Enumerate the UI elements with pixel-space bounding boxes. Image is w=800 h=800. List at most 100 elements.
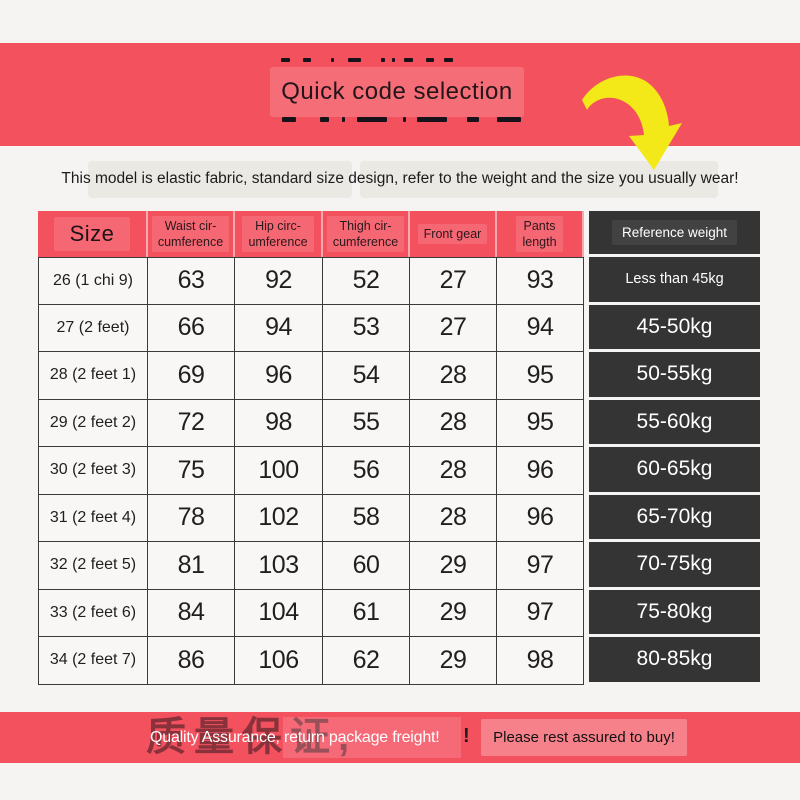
stroke-mark [403,117,406,122]
size-label-cell: 32 (2 feet 5) [38,542,148,590]
weight-cell: 80-85kg [584,637,760,685]
stroke-mark [392,58,395,62]
footer-message: Quality Assurance, return package freigh… [150,729,440,746]
footer-banner: 质量保证, Quality Assurance, return package … [0,712,800,763]
measure-cell: 96 [497,447,584,495]
measure-cell: 54 [323,352,410,400]
header-label: Reference weight [611,219,738,246]
stroke-mark [303,58,311,62]
weight-cell: 55-60kg [584,399,760,447]
stroke-mark [342,117,345,122]
measure-cell: 58 [323,494,410,542]
measure-cell: 100 [235,447,323,495]
page-title: Quick code selection [281,78,513,105]
header-label: Thigh cir- cumference [326,215,405,253]
stroke-mark [320,117,329,122]
measure-cell: 96 [497,494,584,542]
measure-cell: 81 [148,542,235,590]
note-highlight-box [360,161,718,198]
stroke-mark [426,58,434,62]
measure-cell: 102 [235,494,323,542]
measure-cell: 97 [497,542,584,590]
stroke-mark [381,58,385,62]
size-label-cell: 30 (2 feet 3) [38,447,148,495]
measure-cell: 27 [410,257,497,305]
measure-cell: 62 [323,637,410,685]
stroke-mark [444,58,453,62]
measure-cell: 96 [235,352,323,400]
measure-cell: 28 [410,352,497,400]
measure-cell: 103 [235,542,323,590]
note-highlight-box [88,161,352,198]
measure-cell: 69 [148,352,235,400]
header-col-0: Size [38,211,148,257]
stroke-mark [281,58,290,62]
measure-cell: 27 [410,304,497,352]
stroke-mark [331,58,334,62]
title-banner: Quick code selection [0,43,800,146]
measure-cell: 29 [410,542,497,590]
measure-cell: 94 [235,304,323,352]
measure-cell: 86 [148,637,235,685]
cn-text-remnant: 质量保证, [146,715,358,759]
measure-cell: 28 [410,399,497,447]
size-label-cell: 26 (1 chi 9) [38,257,148,305]
weight-cell: Less than 45kg [584,257,760,305]
header-col-3: Thigh cir- cumference [323,211,410,257]
header-col-5: Pants length [497,211,584,257]
measure-cell: 97 [497,589,584,637]
weight-cell: 65-70kg [584,494,760,542]
measure-cell: 98 [235,399,323,447]
measure-cell: 29 [410,589,497,637]
size-label-cell: 28 (2 feet 1) [38,352,148,400]
stroke-mark [467,117,479,122]
header-label: Waist cir- cumference [151,215,230,253]
header-label: Hip circ- umference [242,215,314,253]
title-highlight-box: Quick code selection [270,67,524,117]
weight-cell: 70-75kg [584,542,760,590]
curved-arrow-icon [582,75,682,170]
stroke-mark [348,58,361,62]
stroke-mark [404,58,413,62]
measure-cell: 29 [410,637,497,685]
measure-cell: 52 [323,257,410,305]
size-label-cell: 33 (2 feet 6) [38,589,148,637]
assurance-text: Please rest assured to buy! [493,729,675,746]
measure-cell: 92 [235,257,323,305]
measure-cell: 28 [410,447,497,495]
measure-cell: 94 [497,304,584,352]
measure-cell: 78 [148,494,235,542]
assurance-box: Please rest assured to buy! [481,719,687,756]
measure-cell: 60 [323,542,410,590]
measure-cell: 95 [497,352,584,400]
header-label: Front gear [417,223,488,245]
measure-cell: 53 [323,304,410,352]
header-col-4: Front gear [410,211,497,257]
measure-cell: 66 [148,304,235,352]
measure-cell: 55 [323,399,410,447]
measure-cell: 106 [235,637,323,685]
weight-cell: 75-80kg [584,589,760,637]
measure-cell: 56 [323,447,410,495]
size-table: Size Waist cir- cumference Hip circ- umfer… [38,211,760,685]
size-label-cell: 31 (2 feet 4) [38,494,148,542]
weight-cell: 60-65kg [584,447,760,495]
stroke-mark [282,117,296,122]
exclamation-mark: ! [463,725,470,747]
measure-cell: 95 [497,399,584,447]
header-label: Size [53,216,131,252]
weight-cell: 45-50kg [584,304,760,352]
size-label-cell: 27 (2 feet) [38,304,148,352]
stroke-mark [417,117,447,122]
measure-cell: 63 [148,257,235,305]
header-col-1: Waist cir- cumference [148,211,235,257]
stroke-mark [357,117,387,122]
measure-cell: 98 [497,637,584,685]
header-label: Pants length [516,215,563,253]
weight-cell: 50-55kg [584,352,760,400]
size-note: This model is elastic fabric, standard s… [61,170,739,187]
footer-highlight-box [283,717,461,758]
header-reference-weight: Reference weight [584,211,760,257]
measure-cell: 72 [148,399,235,447]
